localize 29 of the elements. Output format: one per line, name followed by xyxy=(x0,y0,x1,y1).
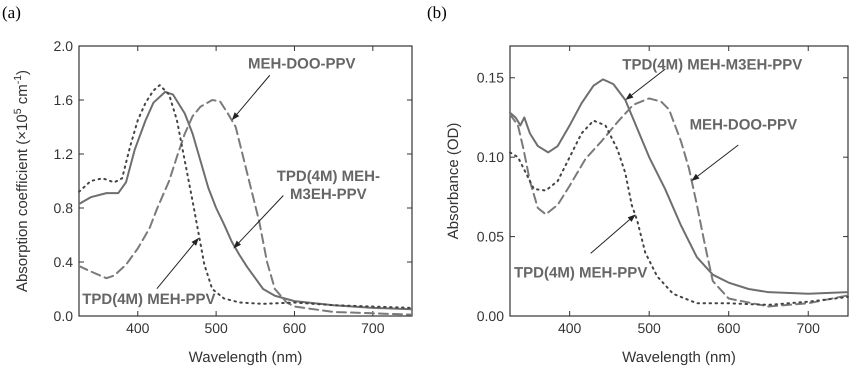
y-tick-label: 0.10 xyxy=(476,149,504,166)
chart-title: (a) xyxy=(2,3,21,22)
chart-title: (b) xyxy=(427,3,447,22)
y-tick-label: 0.4 xyxy=(54,254,74,270)
x-tick-label: 600 xyxy=(282,320,306,336)
x-tick-label: 500 xyxy=(204,320,228,336)
y-tick-label: 0.00 xyxy=(476,308,504,324)
x-tick-label: 700 xyxy=(796,320,820,336)
y-tick-label: 0.05 xyxy=(476,228,504,244)
y-tick-label: 1.2 xyxy=(54,146,74,162)
y-tick-label: 0.8 xyxy=(54,200,74,216)
annotation: TPD(4M) MEH-PPV xyxy=(514,264,648,282)
x-tick-label: 600 xyxy=(717,320,741,336)
annotation: MEH-DOO-PPV xyxy=(248,56,356,72)
y-tick-label: 1.6 xyxy=(54,92,74,108)
y-tick-label: 0.15 xyxy=(476,70,504,86)
annotation: MEH-DOO-PPV xyxy=(690,116,798,134)
y-tick-label: 0.0 xyxy=(54,308,74,324)
x-tick-label: 700 xyxy=(361,320,385,336)
x-tick-label: 500 xyxy=(637,320,662,336)
x-axis-title: Wavelength (nm) xyxy=(622,349,736,366)
x-axis-title: Wavelength (nm) xyxy=(188,349,302,366)
x-tick-label: 400 xyxy=(558,320,582,336)
y-tick-label: 2.0 xyxy=(54,38,74,54)
annotation: TPD(4M) MEH- M3EH-PPV xyxy=(276,168,380,203)
y-axis-title: Absorbance (OD) xyxy=(445,122,462,240)
x-tick-label: 400 xyxy=(126,320,150,336)
annotation: TPD(4M) MEH-M3EH-PPV xyxy=(622,56,802,74)
annotation: TPD(4M) MEH-PPV xyxy=(82,290,216,308)
